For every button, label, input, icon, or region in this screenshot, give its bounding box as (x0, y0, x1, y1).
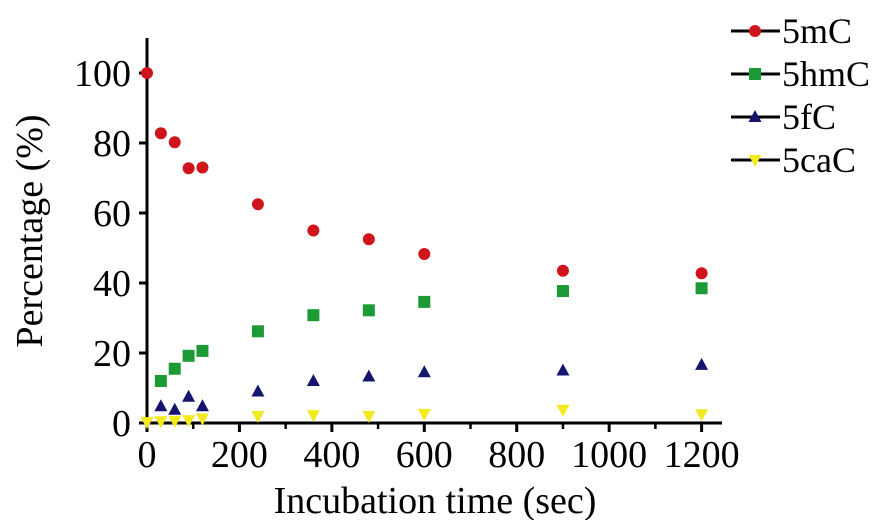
y-axis-label: Percentage (%) (9, 114, 51, 347)
data-point-5caC (306, 410, 320, 423)
series-5mC (141, 67, 708, 280)
x-tick-label: 1000 (571, 434, 647, 476)
data-point-5hmC (182, 349, 195, 362)
data-point-5mC (251, 198, 264, 211)
data-point-5hmC (251, 325, 264, 338)
legend-marker-5mC (749, 25, 761, 37)
data-point-5mC (196, 161, 209, 174)
data-point-5caC (182, 415, 196, 428)
data-point-5mC (418, 247, 431, 260)
data-point-5caC (251, 411, 265, 423)
data-point-5caC (695, 409, 709, 422)
x-tick-label: 400 (303, 434, 360, 476)
series-5caC (140, 404, 709, 429)
y-tick-label: 100 (74, 53, 131, 95)
x-ticks: 0 200 400 600 800 1000 1200 (138, 423, 740, 476)
data-point-5fC (182, 389, 196, 402)
data-point-5hmC (362, 304, 375, 317)
y-tick-label: 80 (93, 123, 131, 165)
data-point-5hmC (168, 362, 181, 375)
y-tick-label: 40 (93, 263, 131, 305)
data-point-5fC (306, 374, 320, 386)
x-tick-label: 200 (211, 434, 268, 476)
data-point-5mC (141, 67, 153, 79)
data-point-5fC (556, 363, 570, 376)
data-point-5hmC (154, 375, 167, 387)
legend-item-5caC: 5caC (731, 140, 856, 180)
y-ticks: 0 20 40 60 80 100 (74, 53, 147, 445)
legend-item-5mC: 5mC (731, 11, 852, 51)
y-tick-label: 0 (112, 403, 131, 445)
series-5fC (154, 357, 709, 415)
data-point-5fC (417, 365, 431, 378)
data-point-5caC (168, 415, 182, 428)
data-point-5mC (307, 224, 320, 237)
data-point-5mC (362, 233, 375, 246)
data-point-5caC (154, 416, 168, 429)
data-point-5fC (251, 384, 265, 397)
data-point-5hmC (695, 282, 708, 295)
x-axis-label: Incubation time (sec) (274, 480, 597, 520)
legend-label: 5hmC (782, 54, 870, 94)
data-point-5mC (182, 162, 195, 175)
axes (145, 38, 722, 425)
data-point-5hmC (556, 285, 569, 298)
data-point-5fC (195, 399, 209, 412)
series-5hmC (154, 282, 708, 387)
data-point-5hmC (307, 309, 320, 322)
x-tick-label: 800 (488, 434, 545, 476)
data-point-5caC (417, 408, 431, 421)
legend-marker-5hmC (749, 68, 761, 80)
legend-marker-5caC (748, 155, 762, 167)
y-tick-label: 20 (93, 333, 131, 375)
legend-item-5hmC: 5hmC (731, 54, 870, 94)
data-point-5mC (168, 136, 181, 149)
data-point-5caC (362, 411, 376, 423)
legend-label: 5mC (782, 11, 852, 51)
data-point-5hmC (196, 344, 209, 357)
legend-label: 5fC (782, 97, 836, 137)
data-point-5caC (195, 413, 209, 426)
x-tick-label: 600 (396, 434, 453, 476)
data-point-5caC (140, 416, 154, 429)
x-tick-label: 0 (138, 434, 157, 476)
legend-item-5fC: 5fC (731, 97, 836, 137)
data-points (140, 67, 709, 429)
legend-marker-5fC (748, 110, 762, 122)
data-point-5fC (695, 357, 709, 370)
y-tick-label: 60 (93, 193, 131, 235)
data-point-5mC (556, 264, 569, 277)
data-point-5mC (695, 267, 708, 280)
data-point-5hmC (418, 295, 431, 308)
data-point-5caC (556, 404, 570, 417)
legend-label: 5caC (782, 140, 856, 180)
data-point-5fC (168, 402, 182, 415)
data-point-5mC (154, 127, 167, 140)
x-tick-label: 1200 (664, 434, 740, 476)
data-point-5fC (362, 369, 376, 382)
data-point-5fC (154, 399, 168, 412)
